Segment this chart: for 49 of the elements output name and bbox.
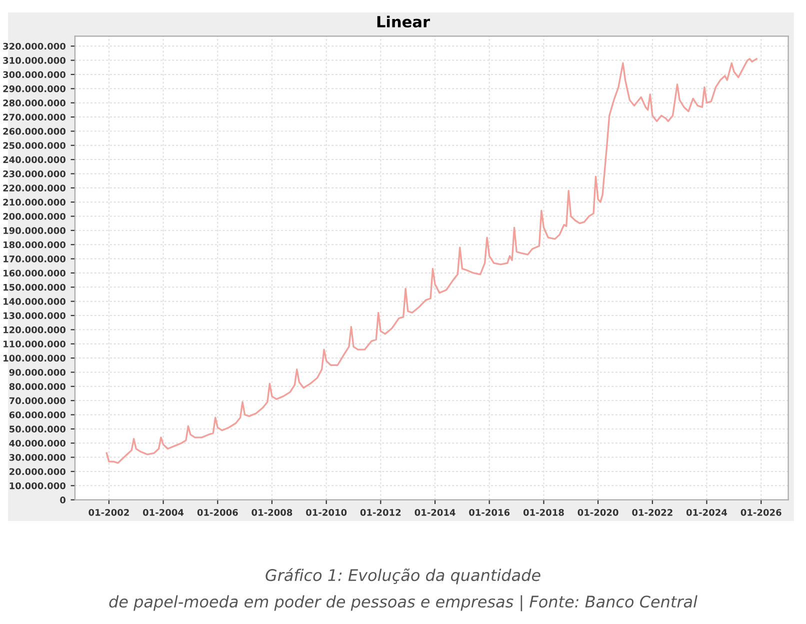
y-tick-label: 110.000.000 bbox=[4, 340, 66, 348]
y-tick-label: 140.000.000 bbox=[4, 298, 66, 305]
y-tick-label: 50.000.000 bbox=[10, 426, 66, 432]
x-tick-label: 01-2012 bbox=[360, 509, 401, 516]
y-tick-label: 270.000.000 bbox=[3, 114, 66, 121]
x-tick-label: 01-2020 bbox=[578, 509, 618, 516]
y-tick-label: 130.000.000 bbox=[4, 312, 66, 320]
x-tick-label: 01-2002 bbox=[88, 509, 129, 516]
x-tick-label: 01-2008 bbox=[252, 509, 292, 516]
chart-title: Linear bbox=[377, 16, 430, 28]
y-tick-label: 240.000.000 bbox=[3, 156, 66, 164]
x-tick-label: 01-2006 bbox=[197, 509, 238, 516]
y-tick-label: 320.000.000 bbox=[3, 42, 66, 50]
x-tick-label: 01-2004 bbox=[142, 509, 184, 516]
y-tick-label: 260.000.000 bbox=[3, 128, 66, 135]
y-tick-label: 160.000.000 bbox=[4, 270, 66, 277]
x-tick-label: 01-2016 bbox=[469, 509, 510, 516]
y-tick-label: 210.000.000 bbox=[3, 198, 66, 206]
x-tick-label: 01-2024 bbox=[686, 509, 728, 516]
y-tick-label: 200.000.000 bbox=[3, 212, 66, 220]
x-tick-label: 01-2014 bbox=[414, 509, 456, 516]
x-tick-label: 01-2022 bbox=[632, 509, 672, 516]
y-tick-label: 20.000.000 bbox=[10, 468, 66, 476]
y-tick-label: 60.000.000 bbox=[9, 411, 66, 418]
y-tick-label: 230.000.000 bbox=[3, 170, 66, 178]
y-tick-label: 150.000.000 bbox=[4, 284, 66, 291]
y-tick-label: 10.000.000 bbox=[10, 482, 66, 490]
y-tick-label: 30.000.000 bbox=[9, 454, 66, 461]
y-tick-label: 280.000.000 bbox=[3, 100, 66, 106]
y-tick-label: 310.000.000 bbox=[3, 57, 66, 64]
y-tick-label: 300.000.000 bbox=[3, 71, 66, 78]
y-tick-label: 290.000.000 bbox=[3, 85, 66, 92]
y-tick-label: 180.000.000 bbox=[4, 241, 66, 248]
x-tick-label: 01-2026 bbox=[740, 509, 782, 516]
y-tick-label: 170.000.000 bbox=[4, 256, 66, 262]
text: Gráfico 1: Evolução da quantidade de papel-moeda em poder de pessoas e empresas | Fonte: Banco Central bbox=[109, 568, 698, 612]
y-tick-label: 90.000.000 bbox=[9, 368, 66, 376]
y-tick-label: 220.000.000 bbox=[3, 184, 66, 192]
y-tick-label: 40.000.000 bbox=[9, 440, 66, 447]
y-tick-label: 250.000.000 bbox=[3, 142, 66, 149]
y-tick-label: 100.000.000 bbox=[4, 354, 66, 362]
y-tick-label: 0 bbox=[60, 496, 66, 504]
y-tick-label: 70.000.000 bbox=[9, 397, 66, 404]
y-tick-label: 80.000.000 bbox=[9, 383, 66, 390]
y-tick-label: 190.000.000 bbox=[4, 227, 66, 234]
x-tick-label: 01-2010 bbox=[306, 509, 347, 516]
y-tick-label: 120.000.000 bbox=[4, 326, 66, 334]
x-tick-label: 01-2018 bbox=[523, 509, 564, 516]
line-series bbox=[106, 58, 758, 464]
